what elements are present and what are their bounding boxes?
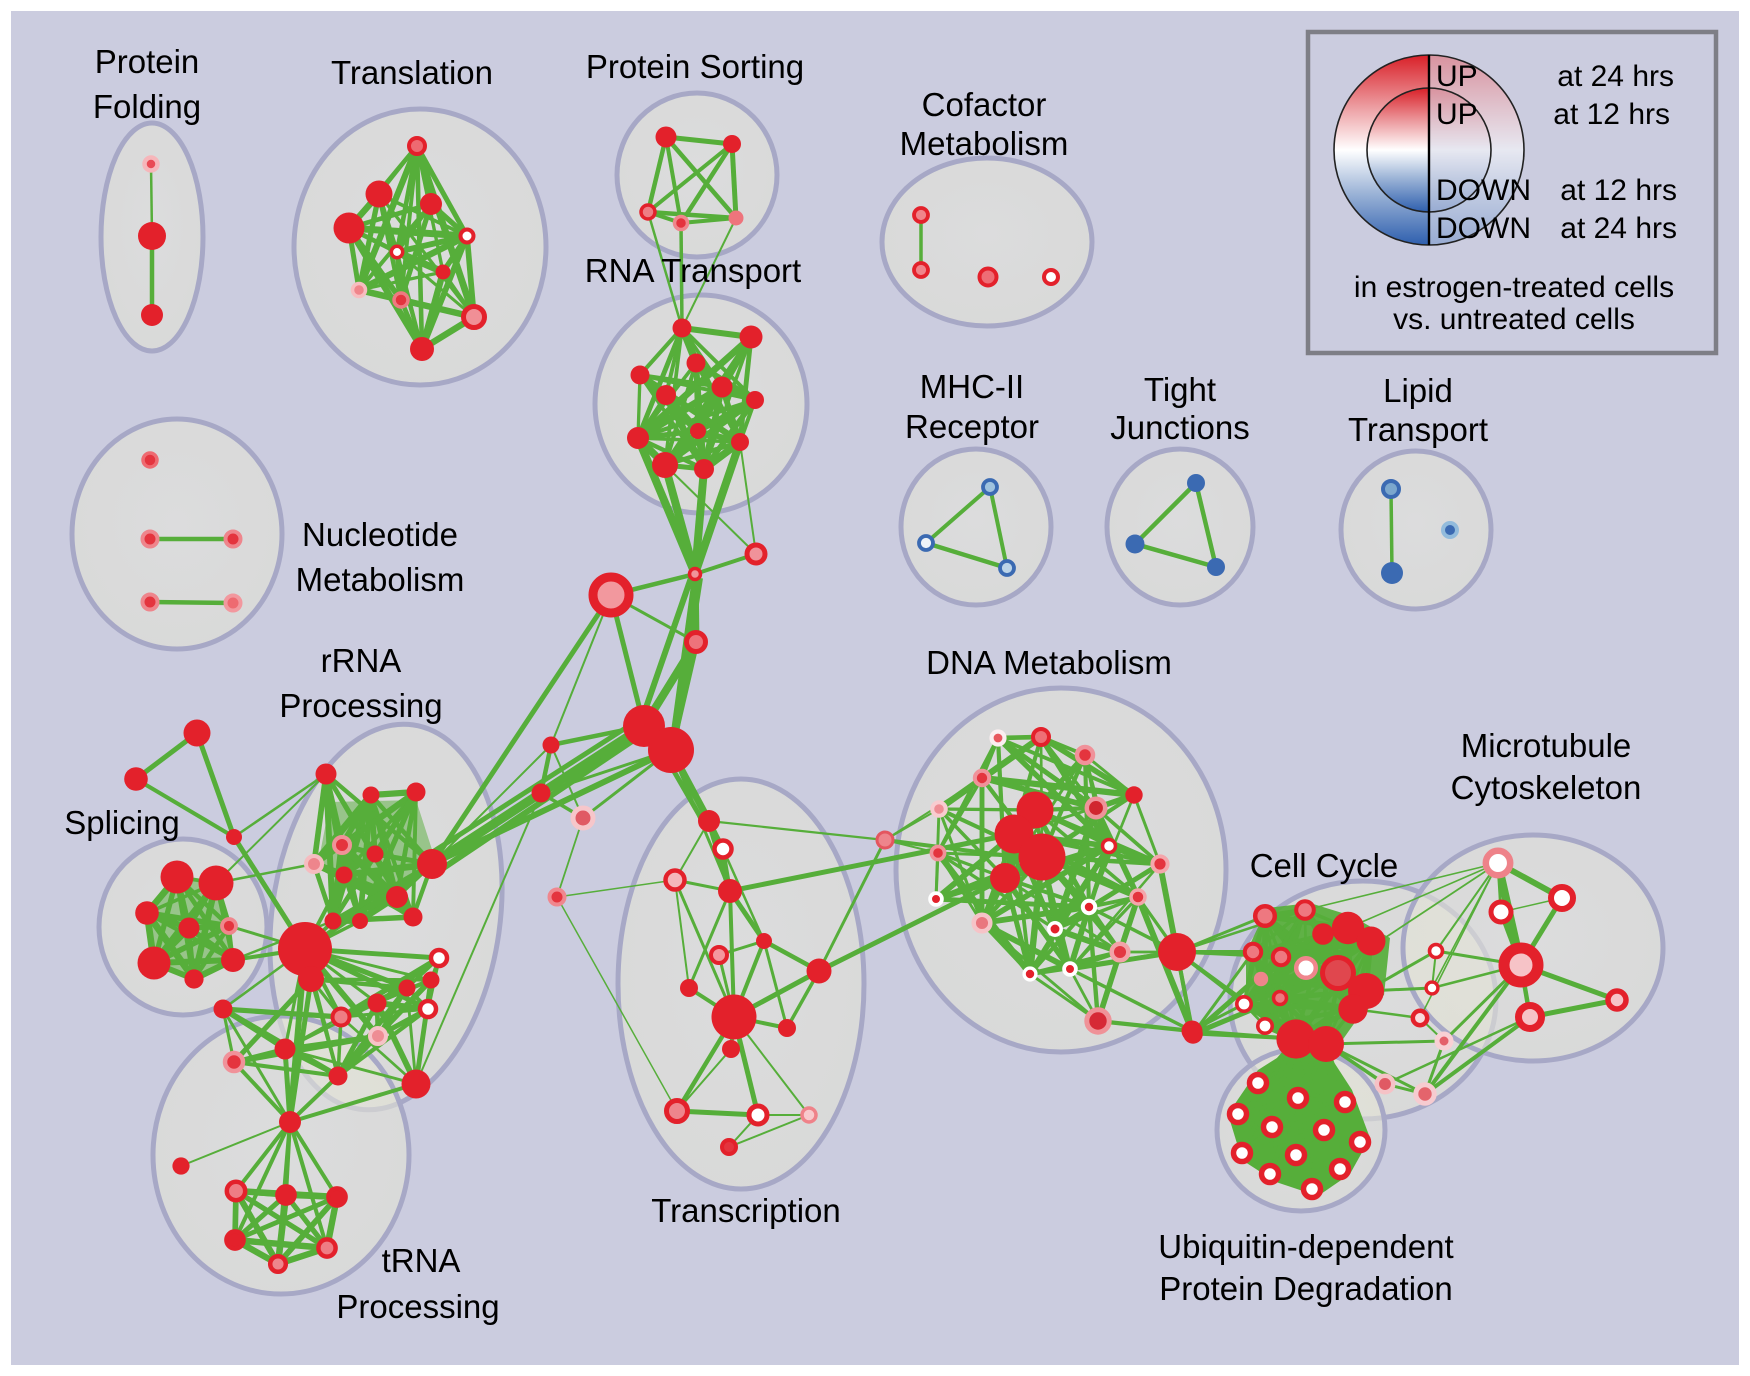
svg-text:Microtubule: Microtubule [1461, 727, 1632, 764]
svg-text:Translation: Translation [331, 54, 493, 91]
svg-text:Processing: Processing [279, 687, 442, 724]
svg-text:Metabolism: Metabolism [296, 561, 465, 598]
svg-text:at 24 hrs: at 24 hrs [1560, 212, 1677, 245]
svg-text:Nucleotide: Nucleotide [302, 516, 458, 553]
svg-text:Tight: Tight [1144, 371, 1216, 408]
svg-text:vs. untreated cells: vs. untreated cells [1393, 303, 1635, 336]
svg-text:Lipid: Lipid [1383, 372, 1453, 409]
svg-text:at 24 hrs: at 24 hrs [1557, 60, 1674, 93]
svg-text:at 12 hrs: at 12 hrs [1553, 98, 1670, 131]
svg-text:UP: UP [1436, 98, 1478, 131]
svg-text:rRNA: rRNA [321, 642, 402, 679]
svg-text:Receptor: Receptor [905, 408, 1039, 445]
svg-text:RNA Transport: RNA Transport [585, 252, 801, 289]
svg-text:in estrogen-treated cells: in estrogen-treated cells [1354, 271, 1674, 304]
svg-text:Protein: Protein [95, 43, 200, 80]
svg-text:Transport: Transport [1348, 411, 1488, 448]
svg-text:Cytoskeleton: Cytoskeleton [1451, 769, 1642, 806]
svg-text:Metabolism: Metabolism [900, 125, 1069, 162]
svg-text:Transcription: Transcription [651, 1192, 841, 1229]
svg-text:UP: UP [1436, 60, 1478, 93]
svg-text:MHC-II: MHC-II [920, 368, 1024, 405]
svg-text:Cofactor: Cofactor [922, 86, 1047, 123]
svg-text:DOWN: DOWN [1436, 174, 1531, 207]
svg-text:Protein Sorting: Protein Sorting [586, 48, 804, 85]
svg-text:Cell Cycle: Cell Cycle [1250, 847, 1399, 884]
svg-text:at 12 hrs: at 12 hrs [1560, 174, 1677, 207]
svg-text:Folding: Folding [93, 88, 201, 125]
svg-text:tRNA: tRNA [382, 1242, 461, 1279]
svg-text:DNA Metabolism: DNA Metabolism [926, 644, 1172, 681]
svg-text:Splicing: Splicing [64, 804, 180, 841]
svg-text:Processing: Processing [336, 1288, 499, 1325]
svg-text:Junctions: Junctions [1110, 409, 1249, 446]
svg-text:DOWN: DOWN [1436, 212, 1531, 245]
svg-text:Ubiquitin-dependent: Ubiquitin-dependent [1158, 1228, 1453, 1265]
svg-text:Protein Degradation: Protein Degradation [1159, 1270, 1453, 1307]
